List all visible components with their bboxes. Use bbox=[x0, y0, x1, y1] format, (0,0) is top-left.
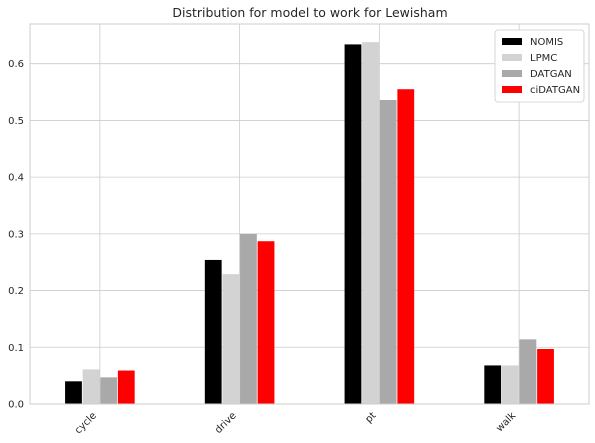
bar-ciDATGAN-drive bbox=[257, 241, 275, 404]
legend-label: NOMIS bbox=[530, 37, 563, 48]
plot-frame bbox=[29, 23, 590, 405]
bar-NOMIS-cycle bbox=[65, 381, 82, 404]
legend-swatch bbox=[502, 54, 522, 61]
legend-box bbox=[494, 29, 585, 103]
bar-LPMC-pt bbox=[362, 42, 379, 404]
legend-swatch bbox=[502, 86, 522, 93]
legend-swatch bbox=[502, 38, 522, 45]
legend: NOMIS LPMC DATGAN ciDATGAN bbox=[494, 29, 585, 103]
bar-LPMC-drive bbox=[222, 274, 240, 404]
y-tick-label: 0.3 bbox=[8, 229, 24, 240]
bar-NOMIS-pt bbox=[344, 44, 362, 405]
x-axis: cycle drive pt walk bbox=[73, 410, 518, 436]
bar-ciDATGAN-walk bbox=[537, 348, 554, 404]
chart-title: Distribution for model to work for Lewis… bbox=[172, 5, 447, 20]
x-tick-label: cycle bbox=[73, 410, 99, 436]
bar-DATGAN-drive bbox=[240, 233, 257, 404]
bar-LPMC-cycle bbox=[82, 369, 100, 404]
y-axis: 0.0 0.1 0.2 0.3 0.4 0.5 0.6 bbox=[8, 59, 24, 410]
bar-ciDATGAN-cycle bbox=[117, 370, 135, 404]
legend-swatch bbox=[502, 70, 522, 77]
y-tick-label: 0.4 bbox=[8, 173, 24, 184]
y-tick-label: 0.6 bbox=[8, 59, 24, 70]
bar-DATGAN-walk bbox=[519, 339, 537, 404]
bar-NOMIS-walk bbox=[484, 365, 502, 404]
legend-label: DATGAN bbox=[530, 69, 572, 80]
y-tick-label: 0.1 bbox=[8, 343, 24, 354]
y-tick-label: 0.2 bbox=[8, 286, 24, 297]
bar-DATGAN-pt bbox=[379, 100, 397, 404]
y-tick-label: 0.0 bbox=[8, 400, 24, 411]
bar-LPMC-walk bbox=[501, 365, 519, 404]
x-tick-label: pt bbox=[363, 410, 378, 425]
y-tick-label: 0.5 bbox=[8, 116, 24, 127]
bar-ciDATGAN-pt bbox=[397, 89, 415, 404]
bar-DATGAN-cycle bbox=[100, 377, 118, 404]
bar-NOMIS-drive bbox=[204, 259, 222, 404]
x-tick-label: walk bbox=[494, 410, 518, 434]
x-tick-label: drive bbox=[213, 410, 239, 436]
legend-label: LPMC bbox=[530, 53, 557, 64]
bars bbox=[65, 42, 554, 405]
legend-label: ciDATGAN bbox=[530, 85, 580, 96]
